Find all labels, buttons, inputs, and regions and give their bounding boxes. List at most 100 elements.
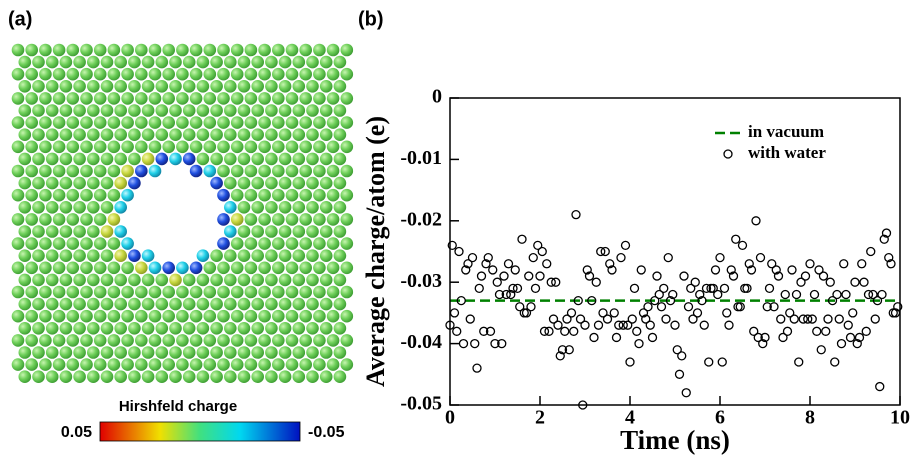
atom [258, 43, 271, 57]
atom [340, 116, 354, 129]
atom [93, 116, 107, 129]
atom [121, 285, 134, 299]
atom [265, 80, 278, 93]
atom [203, 309, 217, 323]
atom [292, 225, 306, 238]
data-point [834, 314, 844, 324]
atom [196, 80, 210, 93]
data-point [823, 314, 833, 324]
atom [182, 297, 196, 311]
atom [313, 213, 326, 226]
data-point [701, 283, 712, 293]
atom [251, 201, 264, 214]
atom [176, 67, 189, 81]
atom [155, 128, 169, 141]
atom [66, 213, 80, 226]
data-point [605, 259, 615, 269]
data-point [499, 271, 509, 281]
atom [107, 116, 121, 129]
x-tick-label: 0 [445, 407, 455, 429]
atom [189, 309, 203, 323]
data-point [751, 216, 761, 226]
atom [189, 67, 203, 81]
data-point [749, 326, 759, 336]
atom [141, 249, 155, 262]
atom [32, 346, 45, 359]
atom [210, 80, 223, 93]
data-point [472, 363, 482, 373]
atom [135, 285, 148, 299]
atom [11, 164, 25, 178]
atom [182, 128, 196, 141]
atom [169, 80, 182, 93]
atom [148, 261, 162, 275]
atom [114, 104, 127, 117]
atom [224, 55, 237, 69]
atom [73, 152, 86, 166]
atom [121, 116, 134, 129]
atom [292, 249, 306, 262]
data-point [652, 271, 662, 281]
atom [87, 346, 100, 359]
atom [128, 249, 141, 262]
atom [210, 370, 223, 384]
data-point [555, 351, 565, 361]
atom [66, 140, 80, 154]
atom [162, 358, 175, 371]
atom [45, 273, 59, 287]
atom [25, 116, 38, 129]
atom [148, 67, 162, 81]
data-point [872, 295, 883, 306]
atom [66, 164, 80, 178]
atom [87, 297, 100, 311]
data-point [521, 308, 532, 318]
atom [59, 104, 73, 117]
data-point [593, 320, 604, 330]
atom [319, 80, 333, 93]
atom [285, 261, 299, 275]
atom [292, 176, 306, 190]
atom [340, 261, 354, 275]
atom [251, 322, 264, 335]
atom [189, 285, 203, 299]
atom [251, 297, 264, 311]
data-point [589, 332, 599, 343]
atom [87, 201, 100, 214]
atom [11, 43, 25, 57]
atom [319, 201, 333, 214]
data-point [650, 295, 660, 306]
atom [25, 261, 38, 275]
data-point [620, 240, 631, 251]
atom [196, 273, 210, 287]
atom [18, 370, 32, 384]
atom [299, 164, 313, 178]
data-point [857, 259, 867, 269]
atom [265, 128, 278, 141]
atom [251, 128, 264, 141]
atom [299, 188, 313, 202]
atom [224, 370, 237, 384]
data-point [485, 326, 496, 336]
data-point [524, 271, 534, 281]
atom [217, 237, 230, 250]
atom [135, 140, 148, 154]
atom [73, 80, 86, 93]
atom [100, 249, 114, 262]
atom [32, 152, 45, 166]
data-point [805, 259, 815, 269]
data-point [515, 302, 525, 312]
data-point [665, 295, 676, 306]
atom [128, 176, 141, 190]
atom [272, 261, 285, 275]
x-tick-label: 6 [715, 407, 725, 429]
atom [319, 297, 333, 311]
atom [210, 152, 223, 166]
data-point [656, 302, 667, 312]
atom [114, 80, 127, 93]
atom [230, 213, 244, 226]
atom [121, 261, 134, 275]
data-point [508, 283, 518, 293]
atom [73, 55, 86, 69]
atom [258, 140, 271, 154]
atom [340, 188, 354, 202]
